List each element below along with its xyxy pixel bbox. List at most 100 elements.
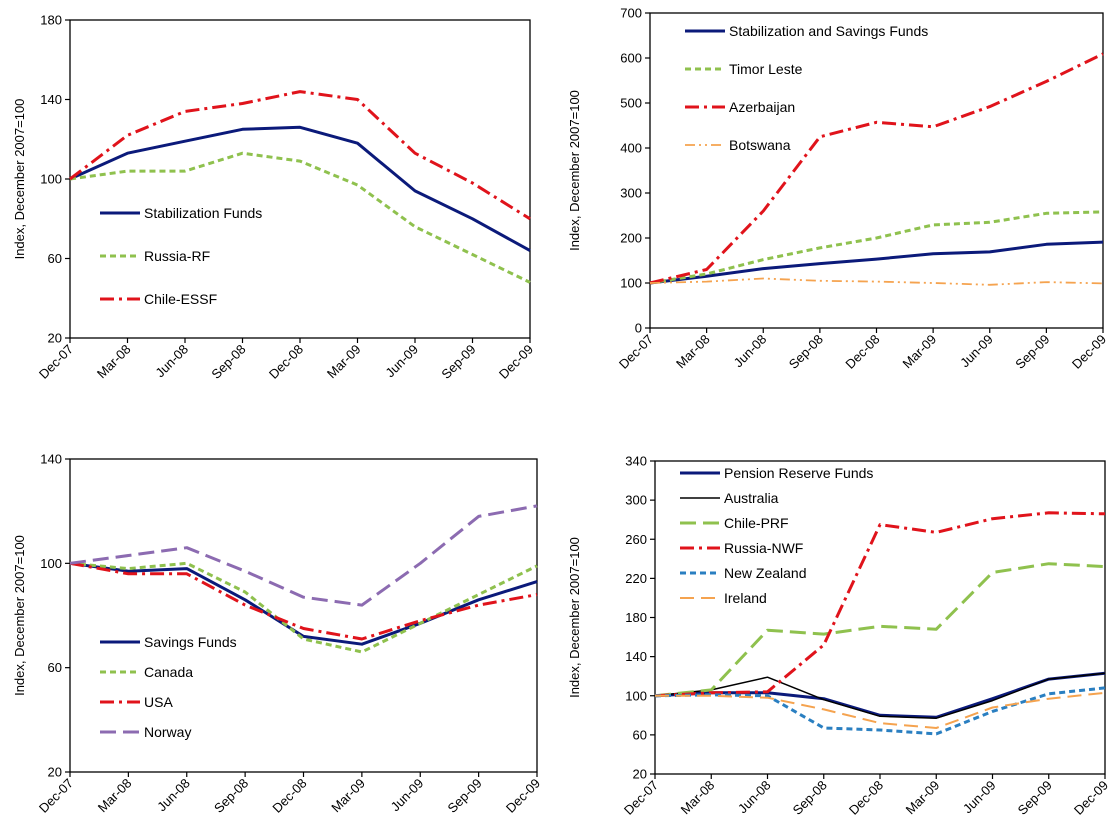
x-tick-label: Dec-07 [621,778,661,818]
x-tick-label: Jun-08 [154,776,193,815]
x-tick-label: Dec-08 [266,342,306,382]
x-tick-label: Sep-09 [444,776,484,816]
series-line-canada [69,561,538,654]
chart-stabilization-funds: 20 60 100 140 180 Dec-07 Mar-08 Jun-08 Sep-08 Dec… [0,0,555,435]
plot-frame [654,460,1106,775]
y-tick-label: 100 [40,172,62,187]
plot-frame [69,19,531,339]
x-tick-label: Sep-08 [790,778,830,818]
legend-label: Chile-ESSF [144,291,217,307]
series-line-azerbaijan [649,52,1104,285]
x-tick-label: Mar-09 [324,342,364,382]
y-tick-label: 20 [48,331,62,346]
series-line-chile-prf [654,562,1106,698]
series-line-botswana [649,277,1104,286]
series-line-australia [654,672,1106,719]
y-tick-label: 400 [620,141,642,156]
x-tick-label: Sep-09 [1012,332,1052,372]
legend-label: Canada [144,664,193,680]
series-line-russia-rf [69,151,531,284]
legend-label: Savings Funds [144,634,237,650]
legend-label: Australia [724,490,779,506]
y-tick-label: 60 [633,727,647,742]
chart-pension-reserve-funds: 20 60 100 140 180 220 260 300 340 Dec-07 Mar-08 Jun… [555,435,1110,833]
legend-label: Timor Leste [729,61,803,77]
x-tick-label: Dec-07 [36,776,76,816]
y-tick-label: 340 [625,454,647,469]
y-tick-label: 200 [620,231,642,246]
chart-svg: 0 100 200 300 400 500 600 700 Dec-07 Mar-08 Jun-08… [567,6,1109,372]
x-tick-label: Mar-09 [900,332,940,372]
y-tick-label: 300 [620,186,642,201]
series-line-russia-nwf [654,511,1106,698]
series-line-stabilization-and-savings-funds [649,240,1104,285]
x-tick-label: Sep-09 [1015,778,1055,818]
x-tick-label: Jun-08 [735,778,774,817]
chart-svg: 20 60 100 140 Dec-07 Mar-08 Jun-08 Sep-08 Dec-08… [12,452,543,816]
y-tick-label: 140 [625,649,647,664]
legend-label: Russia-RF [144,248,210,264]
x-tick-label: Sep-09 [438,342,478,382]
x-tick-label: Jun-09 [382,342,421,381]
x-tick-label: Mar-09 [903,778,943,818]
y-axis-label: Index, December 2007=100 [12,99,27,260]
chart-stabilization-savings-funds: 0 100 200 300 400 500 600 700 Dec-07 Mar-08 Jun-08… [555,0,1110,435]
chart-svg: 20 60 100 140 180 Dec-07 Mar-08 Jun-08 Sep-08 Dec… [12,13,536,382]
series-line-chile-essf [69,90,531,221]
x-tick-label: Dec-09 [1071,778,1110,818]
y-tick-label: 600 [620,51,642,66]
x-tick-label: Jun-09 [957,332,996,371]
x-tick-label: Dec-09 [496,342,536,382]
series-line-timor-leste [649,210,1104,285]
series-line-stabilization-funds [69,125,531,252]
y-tick-label: 260 [625,532,647,547]
legend-label: New Zealand [724,565,807,581]
x-tick-label: Jun-09 [960,778,999,817]
x-tick-label: Mar-08 [678,778,718,818]
x-tick-label: Dec-09 [503,776,543,816]
series-line-usa [69,561,538,641]
x-tick-label: Mar-08 [673,332,713,372]
y-tick-label: 140 [40,92,62,107]
y-tick-label: 60 [48,251,62,266]
legend-label: Chile-PRF [724,515,789,531]
legend-label: USA [144,694,173,710]
x-tick-label: Jun-08 [731,332,770,371]
x-tick-label: Dec-07 [36,342,76,382]
y-axis-label: Index, December 2007=100 [567,90,582,251]
legend-label: Stabilization and Savings Funds [729,23,928,39]
y-tick-label: 60 [48,660,62,675]
y-tick-label: 20 [633,767,647,782]
legend-label: Azerbaijan [729,99,795,115]
plot-frame [69,458,538,773]
y-tick-label: 180 [625,610,647,625]
x-tick-label: Mar-09 [328,776,368,816]
legend-label: Stabilization Funds [144,205,262,221]
x-tick-label: Dec-07 [616,332,656,372]
y-tick-label: 100 [620,276,642,291]
x-tick-label: Dec-08 [846,778,886,818]
legend-label: Botswana [729,137,791,153]
y-tick-label: 100 [625,688,647,703]
x-tick-label: Jun-09 [388,776,427,815]
y-tick-label: 300 [625,493,647,508]
y-tick-label: 700 [620,6,642,21]
x-tick-label: Jun-08 [152,342,191,381]
legend-label: Norway [144,724,191,740]
series-line-ireland [655,691,1106,729]
y-axis-label: Index, December 2007=100 [12,535,27,696]
y-tick-label: 20 [48,765,62,780]
series-line-new-zealand [654,686,1106,736]
x-tick-label: Mar-08 [94,342,134,382]
x-tick-label: Dec-08 [842,332,882,372]
series-line-savings-funds [69,561,538,646]
series-line-norway [69,504,538,607]
x-tick-label: Mar-08 [95,776,135,816]
y-tick-label: 140 [40,452,62,467]
y-tick-label: 180 [40,13,62,28]
chart-savings-funds: 20 60 100 140 Dec-07 Mar-08 Jun-08 Sep-08 Dec-08… [0,435,555,833]
chart-svg: 20 60 100 140 180 220 260 300 340 Dec-07 Mar-08 Jun… [567,454,1110,818]
x-tick-label: Sep-08 [208,342,248,382]
y-tick-label: 500 [620,96,642,111]
x-tick-label: Dec-09 [1069,332,1109,372]
